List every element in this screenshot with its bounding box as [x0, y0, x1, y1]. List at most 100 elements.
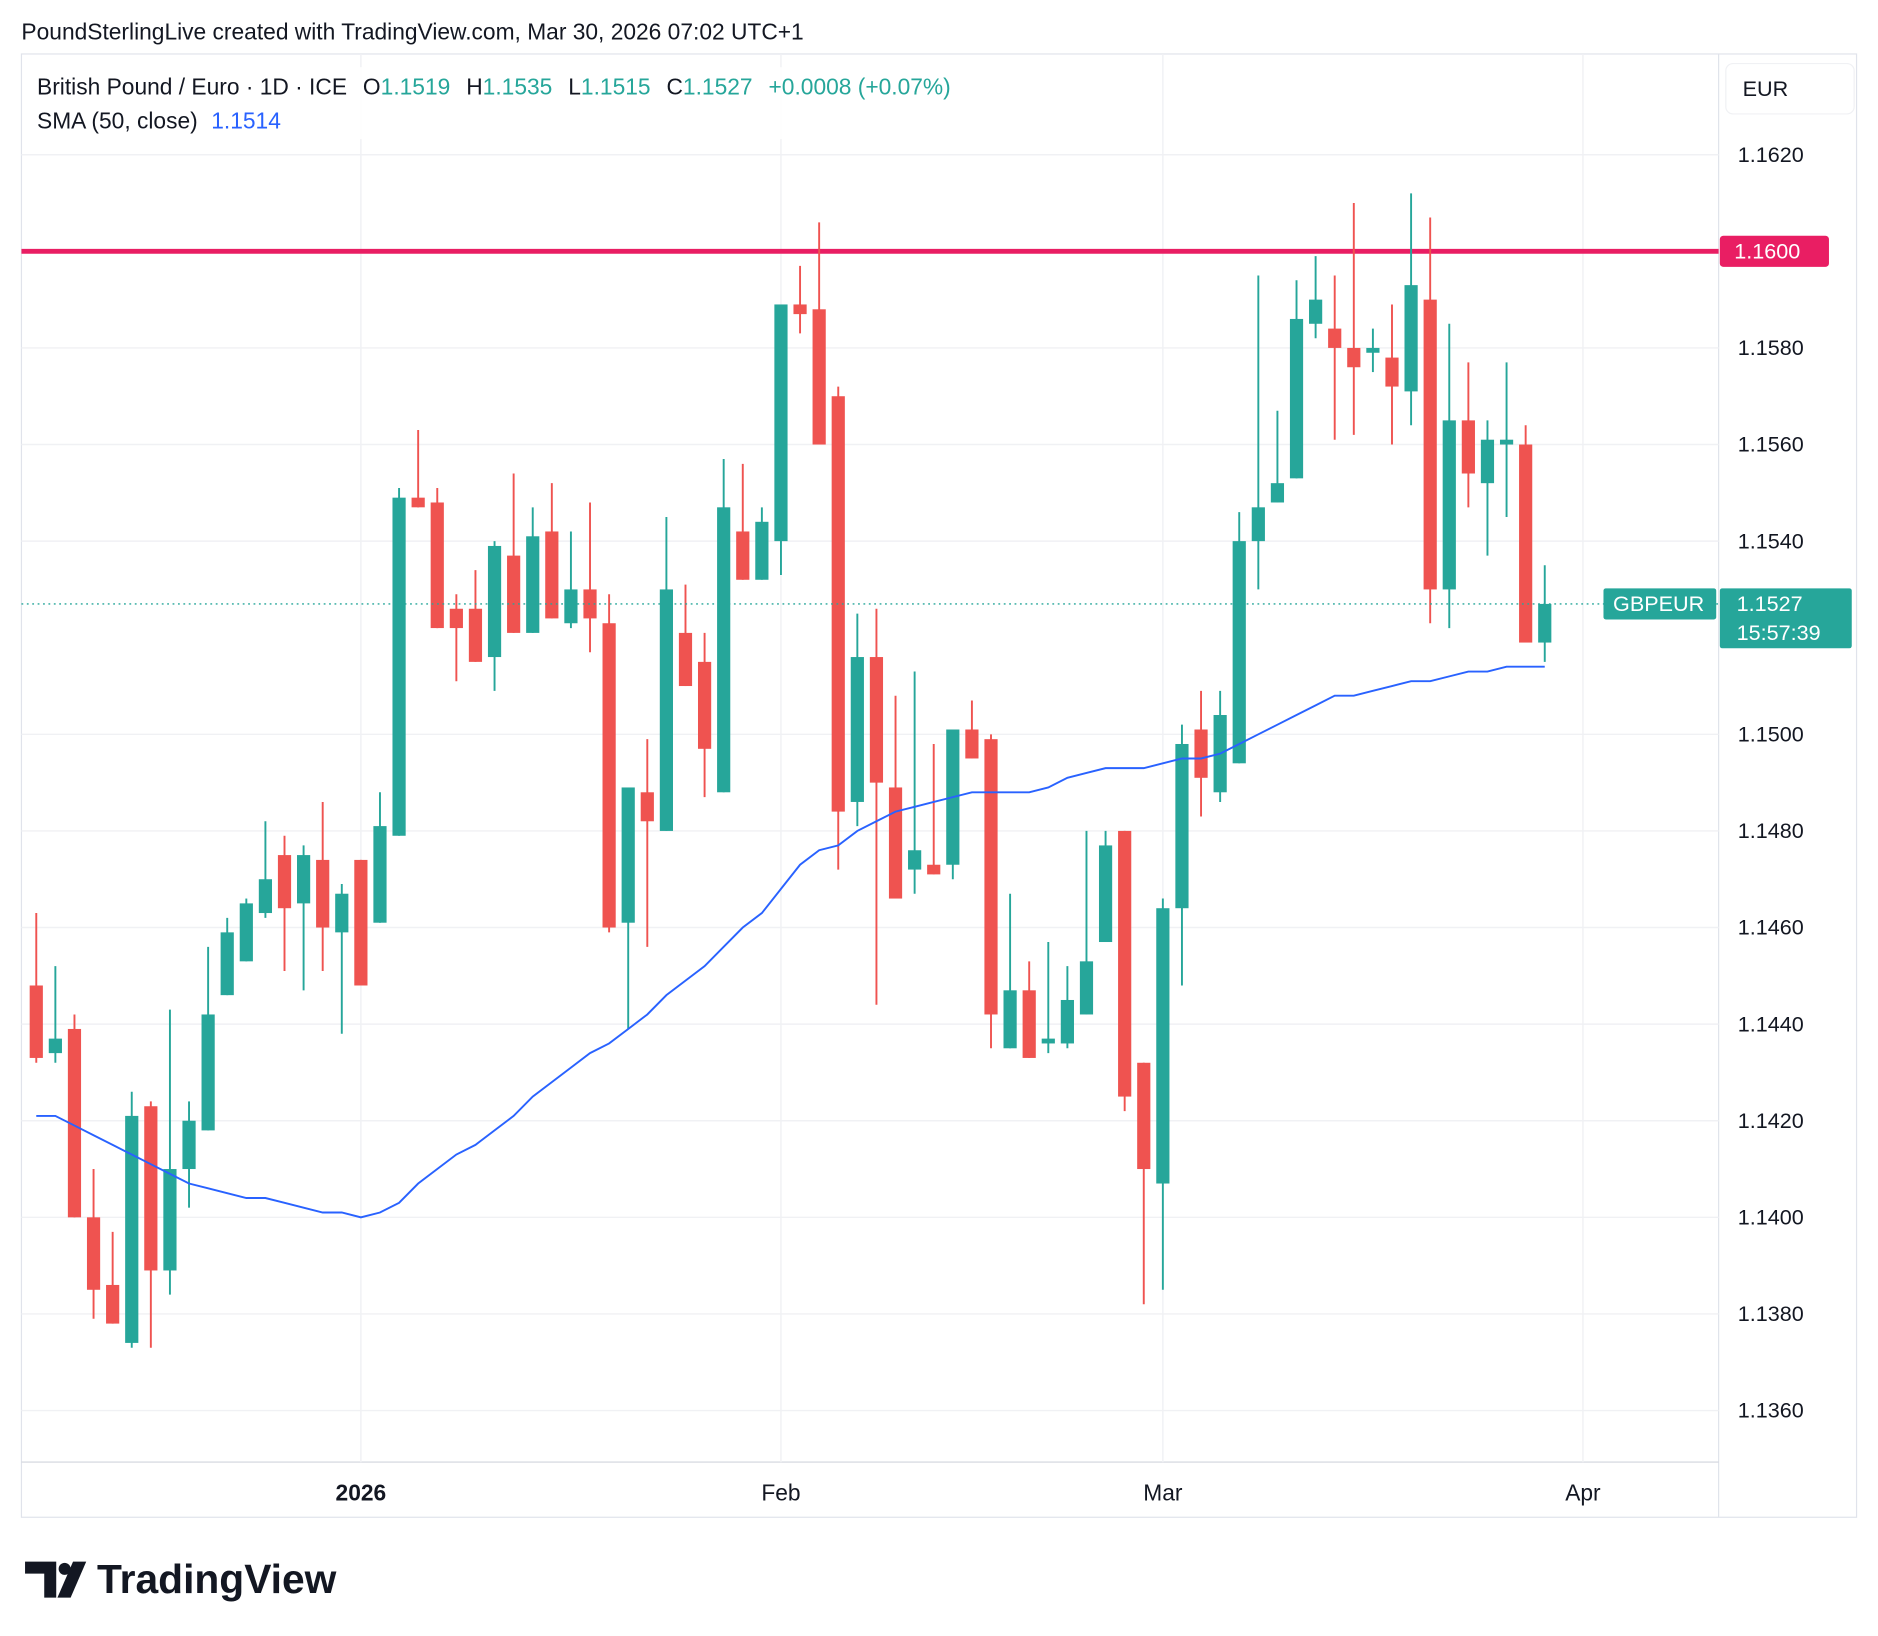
- price-tick-label: 1.1500: [1738, 722, 1804, 747]
- price-tick-label: 1.1420: [1738, 1108, 1804, 1133]
- candle: [564, 531, 578, 629]
- candle: [144, 1101, 158, 1348]
- candle: [621, 787, 635, 1029]
- price-tick-label: 1.1460: [1738, 915, 1804, 940]
- currency-button[interactable]: [1725, 62, 1855, 115]
- candle-body: [1022, 990, 1036, 1058]
- candle-body: [1538, 603, 1552, 643]
- candle: [1289, 280, 1304, 479]
- candle-body: [67, 1028, 82, 1218]
- candle: [163, 1009, 177, 1295]
- candle-body: [1442, 420, 1456, 590]
- candle: [182, 1101, 196, 1208]
- candle-body: [29, 985, 43, 1058]
- candle: [545, 483, 559, 619]
- candle: [430, 487, 444, 629]
- candle-body: [1519, 444, 1533, 643]
- candle-body: [621, 787, 635, 923]
- legend-row: British Pound / Euro · 1D · ICE O1.1519 …: [37, 74, 951, 100]
- candle: [812, 222, 826, 445]
- symbol-title: British Pound / Euro · 1D · ICE: [37, 74, 347, 100]
- candle: [927, 743, 941, 875]
- candle: [392, 487, 406, 836]
- time-tick-label: Mar: [1143, 1479, 1183, 1505]
- candle: [468, 570, 483, 662]
- candle: [1175, 724, 1189, 986]
- candle: [258, 821, 273, 918]
- candle: [793, 265, 807, 334]
- candle: [678, 584, 693, 687]
- candle: [1328, 275, 1342, 440]
- candle-body: [1156, 908, 1170, 1184]
- candle-body: [487, 545, 502, 658]
- chart-frame: [20, 53, 1858, 1518]
- candle: [602, 594, 616, 933]
- candle: [1423, 217, 1437, 624]
- current-price-text: 1.1527: [1737, 591, 1803, 616]
- candle: [507, 473, 521, 633]
- candle-body: [1385, 357, 1399, 387]
- candle-body: [239, 903, 253, 962]
- candle: [984, 734, 998, 1049]
- logo-text: TradingView: [97, 1556, 337, 1602]
- candle-body: [86, 1217, 101, 1290]
- candle-body: [1060, 999, 1074, 1044]
- candle: [1270, 410, 1285, 503]
- candle-body: [1175, 743, 1189, 909]
- candle-body: [678, 632, 693, 687]
- candle: [1060, 966, 1074, 1049]
- candle: [1442, 323, 1456, 629]
- candle-body: [449, 608, 463, 629]
- candle-body: [163, 1169, 177, 1271]
- candle: [659, 516, 673, 831]
- candle-body: [106, 1284, 120, 1324]
- candle: [1366, 328, 1380, 373]
- time-tick-label: 2026: [336, 1479, 387, 1505]
- candle-body: [583, 589, 597, 619]
- candle: [316, 801, 330, 972]
- candle-body: [335, 893, 349, 933]
- candle-body: [736, 531, 750, 580]
- candle-body: [48, 1038, 62, 1054]
- candle-body: [1251, 507, 1265, 542]
- candle-body: [316, 859, 330, 928]
- candle: [487, 541, 502, 691]
- candle: [1079, 830, 1094, 1015]
- candle-body: [908, 850, 922, 870]
- candle: [1118, 830, 1132, 1112]
- candle-body: [1328, 328, 1342, 348]
- candle: [86, 1169, 101, 1319]
- sma-value: 1.1514: [211, 107, 281, 133]
- candle: [1499, 362, 1514, 517]
- candle: [125, 1091, 139, 1348]
- candle: [67, 1014, 82, 1218]
- candle: [1309, 256, 1323, 339]
- candle-body: [1118, 830, 1132, 1097]
- candle-body: [1289, 318, 1304, 479]
- candle: [526, 507, 540, 633]
- candle: [29, 913, 43, 1063]
- time-axis[interactable]: 2026 Feb Mar Apr: [336, 1479, 1602, 1505]
- sma-legend[interactable]: SMA (50, close) 1.1514: [37, 107, 281, 133]
- candle-body: [507, 555, 521, 633]
- open-value: 1.1519: [381, 74, 451, 100]
- candle-body: [1232, 541, 1246, 764]
- price-axis[interactable]: 1.1620 1.1580 1.1560 1.1540 1.1500 1.1480 1.14…: [1738, 142, 1804, 1423]
- candle-body: [220, 932, 234, 996]
- candle-body: [468, 608, 483, 662]
- candle: [1347, 203, 1361, 435]
- attribution-text: PoundSterlingLive created with TradingVi…: [21, 19, 803, 45]
- price-tick-label: 1.1540: [1738, 528, 1804, 553]
- price-tick-label: 1.1480: [1738, 818, 1804, 843]
- candle: [106, 1231, 120, 1324]
- candle-body: [717, 507, 731, 793]
- candle: [1385, 304, 1399, 445]
- candle-body: [1098, 845, 1113, 943]
- candle-body: [144, 1106, 158, 1271]
- candle-body: [869, 657, 884, 783]
- candle-body: [697, 661, 712, 749]
- candle: [755, 507, 769, 580]
- candle-body: [1309, 299, 1323, 324]
- candle: [1156, 898, 1170, 1290]
